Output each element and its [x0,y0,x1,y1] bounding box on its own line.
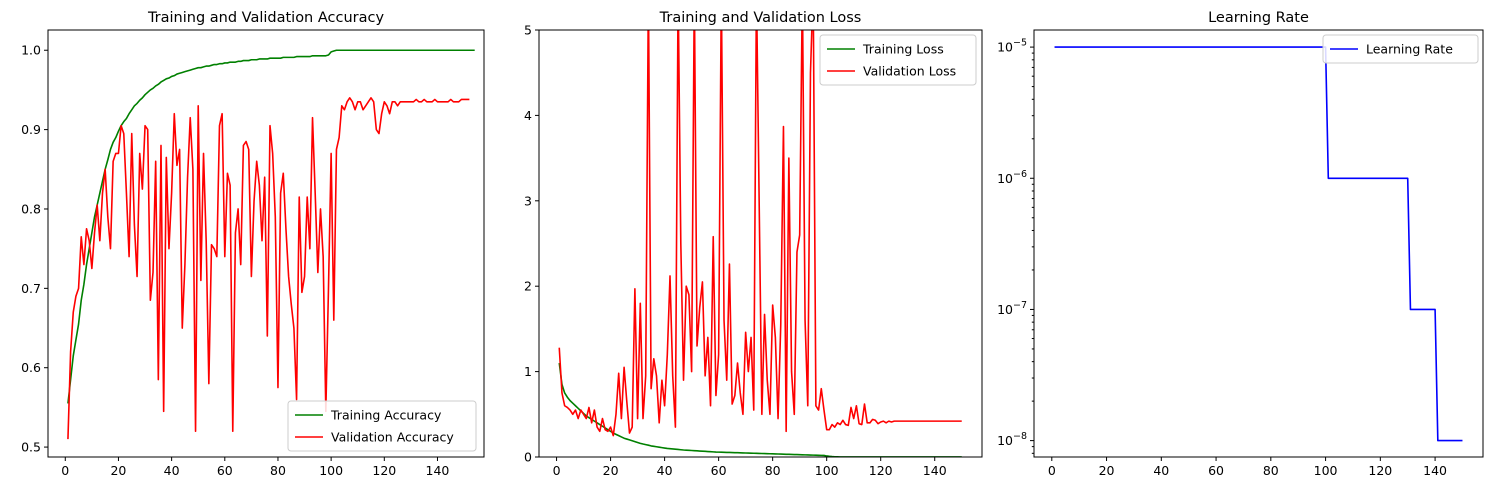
x-tick-label: 60 [217,463,233,478]
x-tick-label: 0 [553,463,561,478]
x-tick-label: 140 [923,463,947,478]
x-tick-label: 0 [1048,463,1056,478]
subplot-3: 0 20 40 60 80 100 120 140 10−8 10−7 10−6 10−5 Learni… [997,10,1484,478]
y-tick-label: 0.6 [21,360,41,375]
legend: Training Loss Validation Loss [819,34,977,86]
x-tick-label: 100 [319,463,343,478]
x-tick-label: 40 [1153,463,1169,478]
legend-label: Learning Rate [1366,42,1453,57]
x-tick-label: 120 [1368,463,1392,478]
x-tick-label: 40 [164,463,180,478]
y-tick-label: 0 [524,450,532,465]
legend-label: Validation Loss [863,64,956,79]
y-tick-label: 0.5 [21,440,41,455]
y-tick-label: 10−7 [997,300,1027,317]
subplot-1: 0 20 40 60 80 100 120 140 0.5 0.6 0.7 0.8 0.9 1.0 Trai… [21,10,485,478]
legend-label: Training Loss [862,42,944,57]
x-tick-label: 100 [815,463,839,478]
y-tick-label: 0.9 [21,122,41,137]
x-tick-label: 80 [270,463,286,478]
legend-label: Validation Accuracy [331,430,454,445]
y-tick-label: 10−8 [997,431,1027,448]
series-line-1 [1054,46,1463,442]
chart-title: Training and Validation Accuracy [147,10,385,26]
y-tick-label: 1 [524,364,532,379]
subplot-2: 0 20 40 60 80 100 120 140 0 1 2 3 4 5 Training and Val… [524,10,983,478]
y-tick-label: 3 [524,193,532,208]
legend: Learning Rate [1322,34,1479,64]
y-tick-label: 5 [524,23,532,38]
y-tick-label: 1.0 [21,43,41,58]
legend-frame [287,400,477,452]
y-tick-label: 10−6 [997,169,1027,186]
legend: Training Accuracy Validation Accuracy [287,400,477,452]
series-line-2 [67,97,470,440]
x-tick-label: 140 [1423,463,1447,478]
legend-label: Training Accuracy [330,408,442,423]
x-tick-label: 100 [1314,463,1338,478]
chart-title: Training and Validation Loss [659,10,862,26]
legend-frame [819,34,977,86]
x-tick-label: 0 [61,463,69,478]
series-line-2 [558,30,962,437]
y-tick-label: 2 [524,279,532,294]
legend-frame [1322,34,1479,64]
x-tick-label: 60 [1208,463,1224,478]
axes-frame [538,29,983,458]
axes-frame [47,29,485,458]
x-tick-label: 40 [657,463,673,478]
x-tick-label: 60 [711,463,727,478]
x-tick-label: 80 [1263,463,1279,478]
y-tick-label: 0.7 [21,281,41,296]
x-tick-label: 20 [603,463,619,478]
chart-title: Learning Rate [1208,10,1309,26]
axes-frame [1033,29,1484,458]
x-tick-label: 140 [426,463,450,478]
series-group [1054,46,1463,442]
y-tick-label: 0.8 [21,201,41,216]
x-tick-label: 20 [1099,463,1115,478]
x-tick-label: 120 [372,463,396,478]
x-tick-label: 80 [765,463,781,478]
x-tick-label: 20 [110,463,126,478]
y-tick-label: 10−5 [997,38,1027,55]
series-line-1 [67,49,475,404]
series-group [67,49,475,440]
y-tick-label: 4 [524,108,532,123]
x-tick-label: 120 [869,463,893,478]
